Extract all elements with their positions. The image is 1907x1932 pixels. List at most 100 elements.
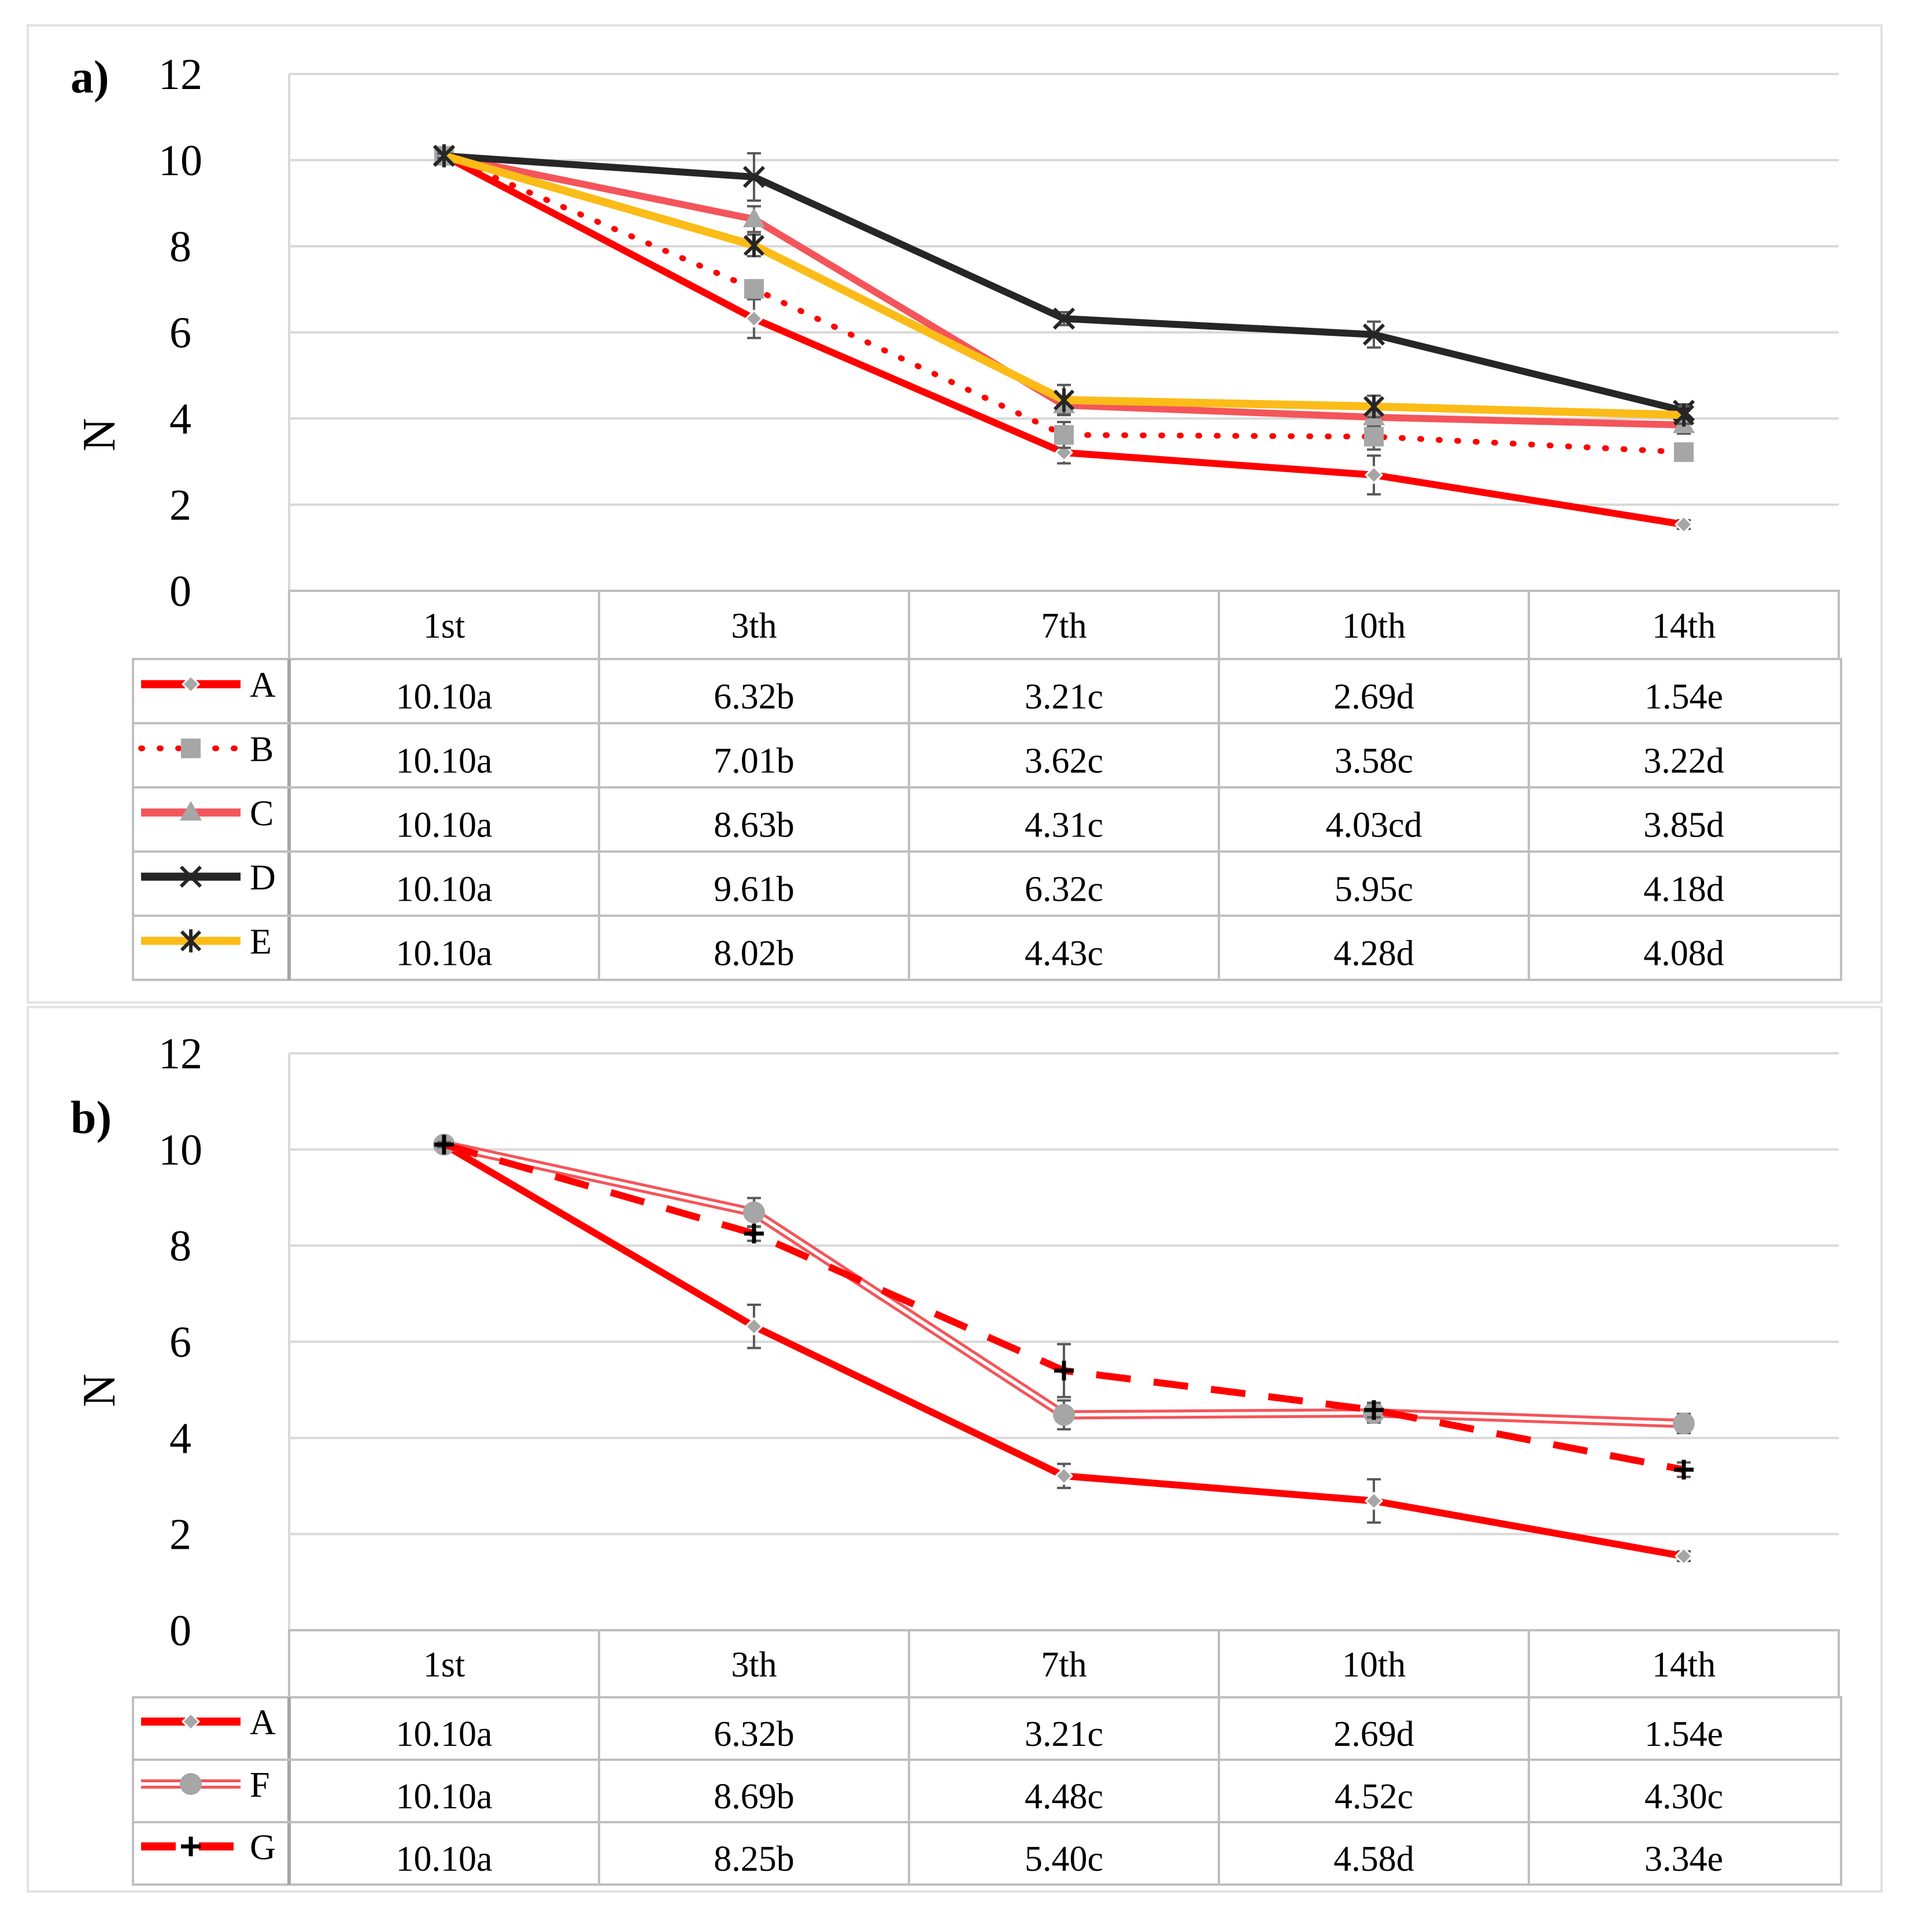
series-E-marker [433,144,455,168]
table-cell: 4.08d [1643,934,1724,974]
series-G-marker [1364,1400,1384,1420]
table-cell: 6.32c [1025,870,1103,909]
y-tick-label: 0 [169,567,191,616]
legend-label: A [250,666,276,705]
table-cell: 4.18d [1643,870,1724,909]
table-cell: 6.32b [714,1715,794,1754]
table-cell: 10.10a [396,806,492,845]
panel-frame [27,24,1883,1004]
table-cell: 8.63b [714,806,794,845]
x-category-label: 3th [731,606,777,646]
series-G-marker [744,1223,764,1243]
table-cell: 3.21c [1025,1715,1103,1754]
table-cell: 10.10a [396,934,492,974]
series-F-marker [1673,1412,1695,1435]
y-tick-label: 8 [169,223,191,271]
table-cell: 4.52c [1335,1777,1413,1816]
table-cell: 3.22d [1643,742,1724,781]
y-tick-label: 2 [169,1511,191,1559]
table-cell: 5.40c [1025,1840,1103,1879]
table-body [132,658,1842,981]
y-tick-label: 10 [158,1126,202,1174]
legend-G-marker [181,1837,201,1856]
table-cell: 10.10a [396,1840,492,1879]
legend-D-marker [179,865,202,888]
series-E-marker [1673,404,1695,427]
series-B-marker [1054,425,1074,445]
panel-label: a) [71,52,109,103]
series-B-marker [744,279,764,299]
table-cell: 9.61b [714,870,794,909]
series-A-marker [1674,515,1694,534]
series-E-marker [743,234,765,257]
legend-key-A: A [141,666,276,705]
table-cell: 3.21c [1025,678,1103,717]
series-D-marker [742,165,766,188]
table-cell: 10.10a [396,1715,492,1754]
x-category-label: 10th [1342,606,1406,646]
series-F-marker [1053,1404,1075,1426]
table-cell: 10.10a [396,1777,492,1816]
table-cell: 1.54e [1644,1715,1723,1754]
table-cell: 8.69b [714,1777,794,1816]
legend-label: C [250,794,274,834]
y-tick-label: 12 [158,1030,202,1078]
x-category-label: 3th [731,1645,777,1685]
data-table: 1st 3th 7th 10th 14th A 10.10a 6.32b 3.21c 2.69d 1… [132,590,1842,981]
y-tick-label: 4 [169,1414,191,1463]
series-G-marker [434,1135,454,1155]
table-cell: 10.10a [396,742,492,781]
series-A-marker [1674,1546,1694,1566]
series-B-marker [1674,442,1694,462]
legend-key-E: E [141,923,272,962]
x-category-label: 7th [1041,1645,1086,1685]
table-cell: 1.54e [1644,678,1723,717]
table-cell: 7.01b [714,742,794,781]
legend-E-marker [180,929,202,953]
table-cell: 4.28d [1333,934,1414,974]
x-category-label: 1st [423,1645,465,1685]
legend-A-marker [181,675,201,694]
table-cell: 6.32b [714,678,794,717]
panel-label: b) [71,1093,112,1143]
series-E-marker [1053,388,1075,412]
series-B-line [441,153,1687,456]
legend-label: B [250,730,274,769]
series-A-marker [1364,1491,1384,1511]
series-F-marker [743,1201,765,1224]
table-cell: 4.58d [1333,1840,1414,1879]
series-D-marker [1362,323,1385,346]
legend-key-G: G [141,1828,276,1867]
table-cell: 4.43c [1025,934,1103,974]
series-G [434,1135,1694,1480]
table-cell: 2.69d [1333,1715,1414,1754]
y-tick-label: 0 [169,1607,191,1655]
legend-label: G [250,1828,276,1867]
series-A-marker [744,1317,764,1336]
series-G-marker [1054,1360,1074,1380]
legend-label: F [250,1766,269,1805]
series-A-marker [1364,465,1384,484]
legend-key-C: C [141,794,274,834]
y-tick-label: 6 [169,1318,191,1367]
table-cell: 4.30c [1644,1777,1723,1816]
table-cell: 4.03cd [1325,806,1422,845]
table-cell: 3.34e [1644,1840,1723,1879]
x-category-label: 14th [1652,606,1716,646]
table-cell: 5.95c [1335,870,1413,909]
legend-key-B: B [138,730,274,769]
table-cell: 4.48c [1025,1777,1103,1816]
panel-a: 0 2 4 6 8 10 12 a) N 1st 3th 7th 10th 14th A 10.10a 6.32… [27,24,1883,1004]
legend-label: D [250,858,276,898]
table-cell: 10.10a [396,870,492,909]
series-A-marker [744,309,764,328]
x-category-label: 1st [423,606,465,646]
legend-F-marker [180,1773,202,1795]
y-axis-label: N [74,418,125,451]
table-cell: 8.02b [714,934,794,974]
y-tick-label: 4 [169,395,191,443]
series-A-marker [1054,1466,1074,1486]
y-axis-label: N [74,1374,125,1407]
legend-key-F: F [141,1766,269,1805]
